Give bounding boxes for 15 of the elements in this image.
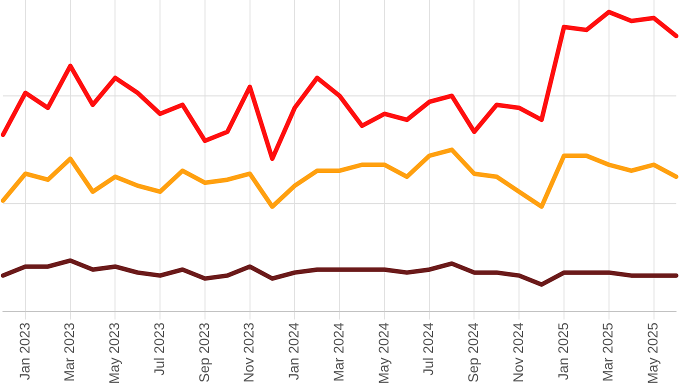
- x-tick-label: Jul 2024: [420, 322, 436, 376]
- x-tick-label: May 2024: [375, 322, 392, 384]
- x-tick-label: Sep 2024: [465, 322, 482, 382]
- x-tick-label: Jul 2023: [150, 322, 167, 376]
- x-tick-label: Jan 2023: [16, 322, 32, 380]
- x-tick-label: Sep 2023: [196, 322, 212, 382]
- x-tick-label: Mar 2023: [61, 322, 78, 382]
- x-tick-label: Nov 2023: [240, 322, 257, 382]
- x-tick-label: Mar 2024: [330, 322, 346, 382]
- x-tick-label: May 2025: [644, 322, 661, 384]
- x-tick-label: Mar 2025: [600, 322, 616, 382]
- x-tick-label: Jan 2025: [554, 322, 571, 380]
- x-tick-label: May 2023: [106, 322, 122, 384]
- x-tick-label: Jan 2024: [286, 322, 302, 380]
- x-tick-label: Nov 2024: [510, 322, 526, 382]
